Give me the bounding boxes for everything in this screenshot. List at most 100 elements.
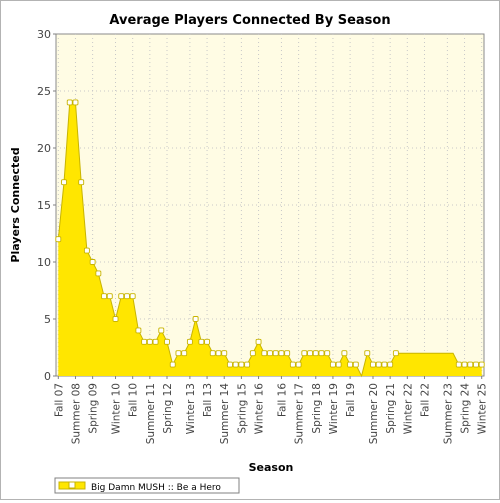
x-tick-label: Winter 25 xyxy=(477,383,489,434)
data-point xyxy=(375,361,382,368)
data-point xyxy=(169,361,176,368)
data-point xyxy=(55,236,62,243)
data-point xyxy=(118,293,125,300)
data-point xyxy=(318,350,325,357)
y-tick-label: 15 xyxy=(37,199,51,212)
data-point xyxy=(232,361,239,368)
data-point xyxy=(209,350,216,357)
data-point xyxy=(307,350,313,357)
data-point xyxy=(198,338,205,345)
data-area xyxy=(58,102,482,377)
data-point xyxy=(175,350,182,357)
legend: Big Damn MUSH :: Be a Hero xyxy=(54,477,240,494)
data-point xyxy=(146,338,153,345)
data-point xyxy=(278,350,285,357)
data-point xyxy=(461,361,468,368)
data-point xyxy=(261,350,268,357)
x-tick-label: Summer 17 xyxy=(294,383,306,444)
data-point xyxy=(467,361,474,368)
x-tick-label: Fall 13 xyxy=(202,383,214,417)
chart-title: Average Players Connected By Season xyxy=(109,13,390,28)
x-tick-label: Fall 19 xyxy=(345,383,357,417)
data-point xyxy=(221,350,228,357)
data-point xyxy=(152,338,159,345)
y-tick-label: 5 xyxy=(44,313,51,326)
data-point xyxy=(347,361,354,368)
data-point xyxy=(158,327,165,334)
data-point xyxy=(289,361,296,368)
y-tick-label: 20 xyxy=(37,142,51,155)
x-tick-label: Fall 16 xyxy=(276,383,288,417)
data-point xyxy=(387,361,394,368)
data-point xyxy=(181,350,188,357)
x-tick-label: Summer 14 xyxy=(219,383,231,445)
data-point xyxy=(112,316,119,322)
data-point xyxy=(324,350,331,357)
data-point xyxy=(364,350,371,357)
x-tick-label: Spring 15 xyxy=(236,383,248,434)
data-point xyxy=(95,270,102,277)
data-point xyxy=(135,327,142,334)
y-tick-label: 10 xyxy=(37,256,51,269)
y-tick-label: 0 xyxy=(44,370,51,383)
data-point xyxy=(215,350,222,357)
x-tick-label: Winter 10 xyxy=(111,383,123,434)
data-point xyxy=(341,350,348,357)
y-tick-label: 25 xyxy=(37,85,51,98)
data-point xyxy=(352,361,359,368)
data-point xyxy=(186,338,193,345)
data-point xyxy=(72,99,79,106)
data-point xyxy=(61,179,67,186)
legend-marker xyxy=(68,481,76,489)
data-point xyxy=(244,361,251,368)
data-point xyxy=(473,361,479,368)
data-point xyxy=(226,361,233,368)
data-point xyxy=(301,350,308,357)
data-point xyxy=(141,338,148,345)
x-tick-label: Spring 12 xyxy=(162,383,174,434)
data-point xyxy=(272,350,279,357)
x-tick-label: Spring 18 xyxy=(311,383,323,434)
data-point xyxy=(106,293,113,300)
x-tick-label: Summer 08 xyxy=(70,383,82,444)
data-point xyxy=(124,293,130,300)
data-point xyxy=(255,338,262,345)
x-tick-label: Winter 22 xyxy=(402,383,414,434)
x-tick-label: Winter 16 xyxy=(254,383,266,435)
data-point xyxy=(66,99,73,106)
x-tick-label: Winter 19 xyxy=(328,383,340,434)
data-point xyxy=(295,361,302,368)
data-point xyxy=(249,350,256,357)
x-tick-label: Spring 24 xyxy=(460,383,472,434)
x-tick-label: Fall 07 xyxy=(53,383,65,417)
data-point xyxy=(78,179,85,186)
x-axis-label: Season xyxy=(249,461,294,474)
data-point xyxy=(164,338,170,345)
x-tick-label: Spring 09 xyxy=(88,383,100,434)
grid-lines xyxy=(56,34,484,376)
data-point xyxy=(478,361,485,368)
x-tick-label: Fall 10 xyxy=(128,383,140,417)
x-tick-label: Summer 23 xyxy=(442,383,454,444)
data-point xyxy=(204,338,211,345)
data-point xyxy=(329,361,336,368)
data-point xyxy=(129,293,136,300)
legend-label: Big Damn MUSH :: Be a Hero xyxy=(91,483,221,493)
data-point xyxy=(83,247,90,254)
x-axis-ticks: Fall 07 Summer 08 Spring 09 Winter 10 Fall 1… xyxy=(53,376,489,445)
data-point xyxy=(370,361,376,368)
data-point xyxy=(455,361,462,368)
data-point xyxy=(89,259,96,265)
data-point xyxy=(381,361,388,368)
x-tick-label: Fall 22 xyxy=(419,383,431,417)
x-tick-label: Summer 20 xyxy=(368,383,380,444)
legend-box xyxy=(54,477,240,494)
y-tick-label: 30 xyxy=(37,28,51,41)
y-axis-ticks: 0 5 10 15 20 25 30 xyxy=(37,28,56,383)
data-markers xyxy=(55,99,485,368)
data-point xyxy=(192,316,199,322)
x-tick-label: Winter 13 xyxy=(185,383,197,434)
y-axis-label: Players Connected xyxy=(9,147,22,262)
